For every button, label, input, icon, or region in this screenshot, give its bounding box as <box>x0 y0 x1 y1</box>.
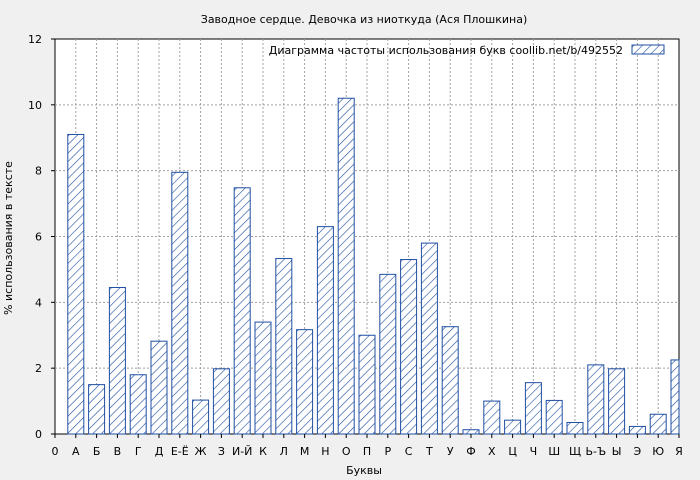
bar-О <box>337 97 355 435</box>
x-tick-label: К <box>259 445 267 458</box>
bar-Ы <box>608 368 626 435</box>
y-axis-label: % использования в тексте <box>2 161 15 315</box>
x-tick-label: Е-Ё <box>171 445 189 458</box>
bar-Е-Ё <box>171 171 189 435</box>
bar-Ш <box>545 399 563 435</box>
x-tick-label: Д <box>155 445 164 458</box>
bar-М <box>296 329 314 435</box>
bar-Щ <box>566 421 584 435</box>
y-tick-label: 10 <box>28 99 42 112</box>
x-tick-label: Х <box>488 445 496 458</box>
y-tick-label: 2 <box>35 362 42 375</box>
x-tick-label: О <box>342 445 351 458</box>
x-tick-label: Ю <box>652 445 664 458</box>
x-tick-label: П <box>363 445 371 458</box>
bar-Ю <box>649 413 667 435</box>
bar-Р <box>379 273 397 435</box>
bars <box>67 97 680 435</box>
bar-З <box>212 368 230 435</box>
bar-Ч <box>524 382 542 435</box>
y-tick-label: 12 <box>28 33 42 46</box>
x-tick-label: С <box>405 445 413 458</box>
y-tick-label: 4 <box>35 296 42 309</box>
bar-С <box>400 259 418 435</box>
bar-Г <box>129 374 147 435</box>
legend-label: Диаграмма частоты использования букв coo… <box>269 44 623 57</box>
x-tick-label: А <box>72 445 80 458</box>
x-tick-label: Ц <box>508 445 517 458</box>
x-tick-label: Т <box>425 445 433 458</box>
y-tick-label: 6 <box>35 231 42 244</box>
bar-П <box>358 334 376 435</box>
bar-Н <box>316 226 334 435</box>
legend-swatch <box>631 44 665 55</box>
x-tick-label: Ж <box>195 445 207 458</box>
bar-Д <box>150 340 168 435</box>
chart-title: Заводное сердце. Девочка из ниоткуда (Ас… <box>201 13 527 26</box>
x-tick-label: Г <box>135 445 142 458</box>
bar-Ф <box>462 429 480 435</box>
bar-И-Й <box>233 187 251 435</box>
bar-К <box>254 321 272 435</box>
x-tick-label: Ы <box>612 445 622 458</box>
x-tick-label: Л <box>280 445 288 458</box>
bar-Ж <box>192 399 210 435</box>
bar-Ь-Ъ <box>587 364 605 435</box>
bar-Я <box>670 359 680 435</box>
x-tick-label: Н <box>321 445 329 458</box>
x-tick-label: У <box>447 445 454 458</box>
x-ticks: 0 А Б В Г Д Е-Ё Ж З И-Й К Л М Н О П Р С Т У Ф Х Ц Ч Ш Щ Ь-Ъ Ы Э Ю Я <box>52 434 683 458</box>
bar-Т <box>420 242 438 435</box>
x-tick-label: Б <box>93 445 101 458</box>
x-tick-label: Э <box>634 445 642 458</box>
bar-В <box>108 287 126 435</box>
x-tick-label: Р <box>384 445 391 458</box>
bar-У <box>441 326 459 435</box>
x-tick-label: В <box>114 445 122 458</box>
x-tick-label: Ш <box>548 445 560 458</box>
y-tick-label: 0 <box>35 428 42 441</box>
bar-Э <box>628 425 646 435</box>
x-tick-label: Щ <box>569 445 581 458</box>
bar-Х <box>483 400 501 435</box>
x-tick-label: Ф <box>466 445 475 458</box>
bar-Б <box>88 384 106 435</box>
bar-А <box>67 133 85 435</box>
x-axis-label: Буквы <box>346 464 382 477</box>
bar-Л <box>275 258 293 435</box>
x-tick-label: 0 <box>52 445 59 458</box>
y-tick-label: 8 <box>35 165 42 178</box>
legend: Диаграмма частоты использования букв coo… <box>269 44 665 57</box>
x-tick-label: Ч <box>530 445 538 458</box>
y-ticks: 0 2 4 6 8 10 12 <box>28 33 55 441</box>
x-tick-label: З <box>218 445 225 458</box>
x-tick-label: Ь-Ъ <box>585 445 606 458</box>
x-tick-label: М <box>300 445 310 458</box>
x-tick-label: Я <box>675 445 683 458</box>
bar-Ц <box>504 419 522 435</box>
x-tick-label: И-Й <box>232 445 252 458</box>
